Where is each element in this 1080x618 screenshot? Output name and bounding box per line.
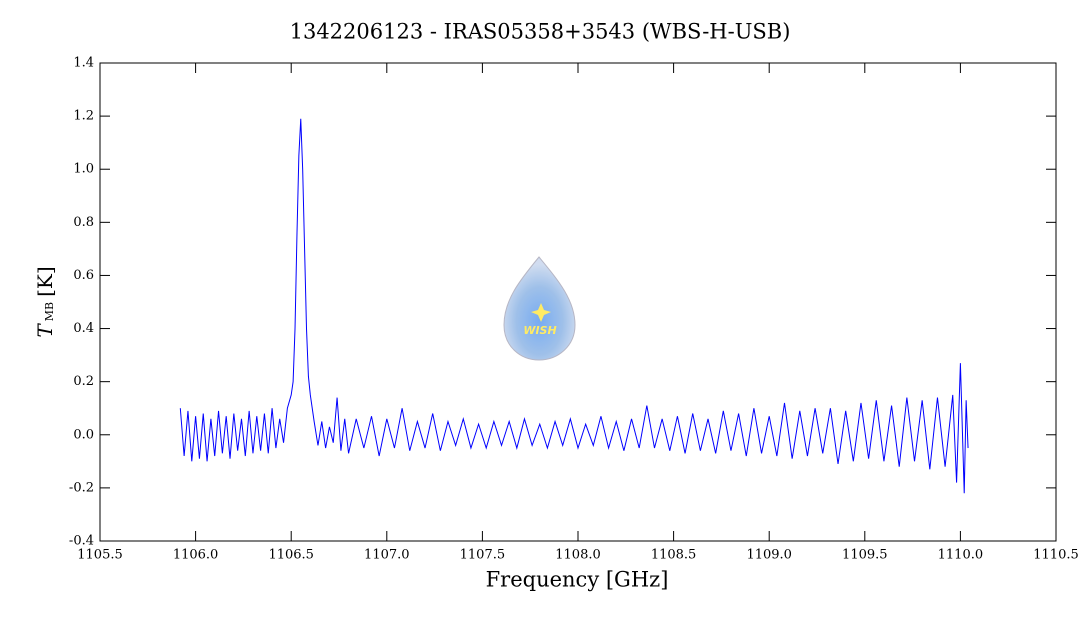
y-tick-label: 0.2 [73, 374, 94, 389]
x-tick-label: 1107.0 [364, 548, 410, 563]
y-tick-label: 0.6 [73, 268, 94, 283]
plot-frame [99, 62, 1057, 542]
y-tick-label: -0.4 [69, 534, 94, 549]
y-tick-label: 0.8 [73, 215, 94, 230]
chart-title: 1342206123 - IRAS05358+3543 (WBS-H-USB) [290, 20, 791, 44]
logo-text: WISH [523, 324, 556, 337]
spectrum-line [179, 118, 969, 494]
x-tick-label: 1110.5 [1033, 548, 1079, 563]
x-tick-label: 1106.5 [268, 548, 314, 563]
x-tick-label: 1108.0 [555, 548, 601, 563]
x-tick-label: 1105.5 [77, 548, 123, 563]
x-tick-label: 1108.5 [651, 548, 697, 563]
x-tick-label: 1107.5 [460, 548, 506, 563]
y-axis-label: T MB [K] [33, 266, 57, 337]
logo-star [531, 303, 551, 322]
x-tick-label: 1109.0 [746, 548, 792, 563]
y-label-subscript: MB [43, 302, 56, 321]
x-tick-label: 1106.0 [173, 548, 219, 563]
y-tick-label: 1.0 [73, 162, 94, 177]
x-axis-label: Frequency [GHz] [486, 568, 669, 592]
y-tick-label: 0.0 [73, 427, 94, 442]
y-label-symbol: T [33, 323, 57, 338]
x-tick-label: 1110.0 [938, 548, 984, 563]
y-tick-label: -0.2 [69, 480, 94, 495]
y-tick-label: 1.2 [73, 109, 94, 124]
y-tick-label: 1.4 [73, 56, 94, 71]
watermark-logo: WISH [503, 256, 576, 361]
y-tick-label: 0.4 [73, 321, 94, 336]
x-tick-label: 1109.5 [842, 548, 888, 563]
y-label-unit: [K] [33, 266, 57, 297]
